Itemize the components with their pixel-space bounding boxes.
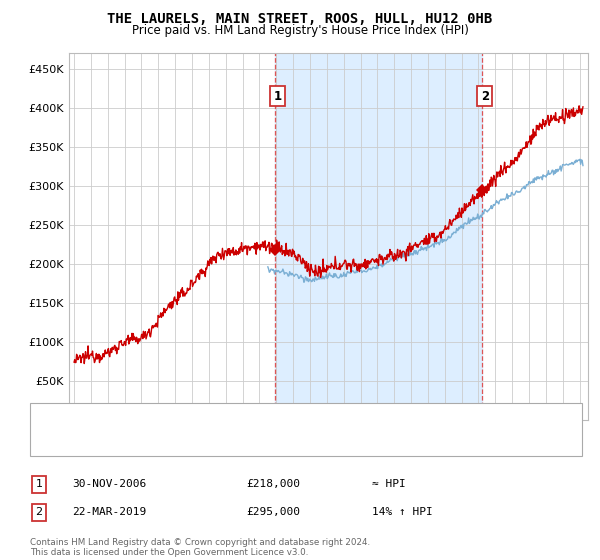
Text: £295,000: £295,000 <box>246 507 300 517</box>
Bar <box>275 53 482 420</box>
Text: ————: ———— <box>42 410 92 423</box>
Text: THE LAURELS, MAIN STREET, ROOS, HULL, HU12 0HB: THE LAURELS, MAIN STREET, ROOS, HULL, HU… <box>107 12 493 26</box>
Text: 2: 2 <box>35 507 43 517</box>
Text: Contains HM Land Registry data © Crown copyright and database right 2024.
This d: Contains HM Land Registry data © Crown c… <box>30 538 370 557</box>
Text: 30-NOV-2006: 30-NOV-2006 <box>72 479 146 489</box>
Text: 1: 1 <box>274 90 281 102</box>
Text: ————: ———— <box>42 435 92 448</box>
Text: 14% ↑ HPI: 14% ↑ HPI <box>372 507 433 517</box>
Text: 2: 2 <box>481 90 489 102</box>
Text: Price paid vs. HM Land Registry's House Price Index (HPI): Price paid vs. HM Land Registry's House … <box>131 24 469 36</box>
Text: £218,000: £218,000 <box>246 479 300 489</box>
Text: HPI: Average price, detached house, East Riding of Yorkshire: HPI: Average price, detached house, East… <box>84 436 444 446</box>
Text: THE LAURELS, MAIN STREET, ROOS, HULL, HU12 0HB (detached house): THE LAURELS, MAIN STREET, ROOS, HULL, HU… <box>84 412 462 422</box>
Text: 1: 1 <box>35 479 43 489</box>
Text: ≈ HPI: ≈ HPI <box>372 479 406 489</box>
Text: 22-MAR-2019: 22-MAR-2019 <box>72 507 146 517</box>
